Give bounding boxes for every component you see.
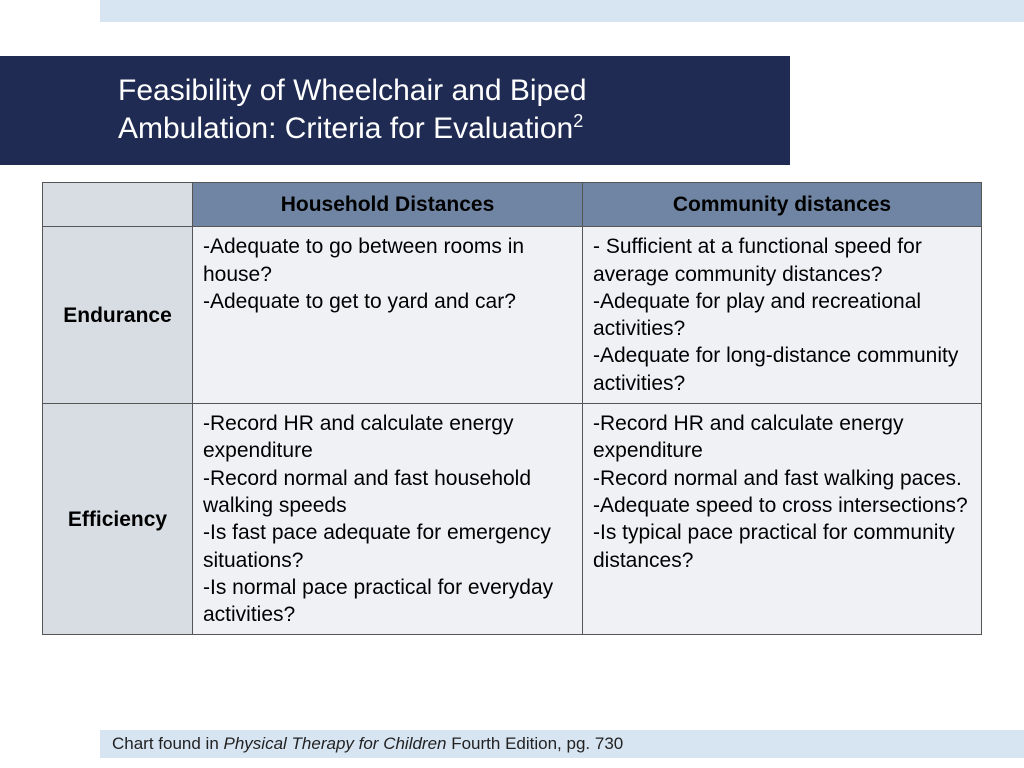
criteria-table: Household Distances Community distances … [42, 182, 982, 635]
title-superscript: 2 [573, 111, 583, 131]
header-community: Community distances [583, 183, 982, 227]
header-household: Household Distances [193, 183, 583, 227]
footer-citation: Chart found in Physical Therapy for Chil… [100, 730, 1024, 758]
row-label-endurance: Endurance [43, 227, 193, 404]
header-corner-cell [43, 183, 193, 227]
table-header-row: Household Distances Community distances [43, 183, 982, 227]
footer-pre: Chart found in [112, 734, 224, 753]
footer-italic: Physical Therapy for Children [224, 734, 447, 753]
top-accent-bar [100, 0, 1024, 22]
table-row: Efficiency -Record HR and calculate ener… [43, 404, 982, 635]
cell-efficiency-community: -Record HR and calculate energy expendit… [583, 404, 982, 635]
footer-post: Fourth Edition, pg. 730 [447, 734, 624, 753]
title-line1: Feasibility of Wheelchair and Biped [118, 74, 587, 107]
cell-endurance-household: -Adequate to go between rooms in house? … [193, 227, 583, 404]
row-label-efficiency: Efficiency [43, 404, 193, 635]
criteria-table-container: Household Distances Community distances … [42, 182, 982, 635]
table-row: Endurance -Adequate to go between rooms … [43, 227, 982, 404]
cell-endurance-community: - Sufficient at a functional speed for a… [583, 227, 982, 404]
title-line2: Ambulation: Criteria for Evaluation [118, 112, 573, 145]
cell-efficiency-household: -Record HR and calculate energy expendit… [193, 404, 583, 635]
slide-title-banner: Feasibility of Wheelchair and Biped Ambu… [0, 56, 790, 165]
